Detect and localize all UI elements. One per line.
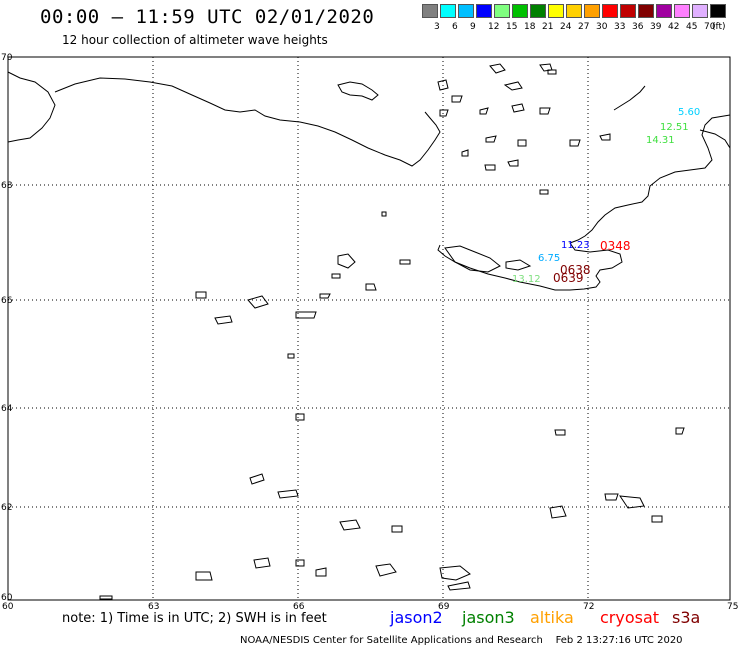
legend-tick-label: 27 — [578, 22, 590, 32]
legend-swatch — [512, 4, 528, 18]
wave-label: 0639 — [553, 271, 584, 285]
legend-tick-label: 12 — [488, 22, 500, 32]
wave-label: 5.60 — [678, 107, 700, 118]
legend-tick-label: 36 — [632, 22, 644, 32]
wave-labels: 5.60 12.51 14.31 11.23 0348 6.75 0638 13… — [512, 107, 700, 285]
color-legend: 3 6 9 12 15 18 21 24 27 30 33 36 39 42 45 70 (ft) — [422, 4, 730, 38]
legend-tick-label: 45 — [686, 22, 698, 32]
legend-swatch — [440, 4, 456, 18]
lon-label-63: 63 — [148, 602, 159, 612]
legend-swatch — [584, 4, 600, 18]
legend-tick-label: 9 — [470, 22, 476, 32]
legend-tick-label: 21 — [542, 22, 554, 32]
wave-label: 0638 — [560, 263, 591, 277]
legend-swatch — [656, 4, 672, 18]
footer: NOAA/NESDIS Center for Satellite Applica… — [240, 635, 683, 646]
legend-swatch — [710, 4, 726, 18]
legend-tick-label: 39 — [650, 22, 662, 32]
satellite-s3a: s3a — [672, 608, 701, 627]
legend-swatch — [692, 4, 708, 18]
legend-swatch — [548, 4, 564, 18]
wave-label: 12.51 — [660, 122, 689, 133]
coastlines — [7, 63, 731, 600]
coastline-east — [437, 85, 731, 291]
wave-label: 6.75 — [538, 253, 560, 264]
coastline-north — [7, 71, 441, 167]
map-frame — [7, 56, 731, 601]
page-subtitle: 12 hour collection of altimeter wave hei… — [62, 33, 328, 47]
page-title: 00:00 – 11:59 UTC 02/01/2020 — [40, 6, 375, 28]
lon-label-60: 60 — [2, 602, 14, 612]
legend-swatch — [476, 4, 492, 18]
satellite-jason3: jason3 — [462, 608, 515, 627]
footer-timestamp: Feb 2 13:27:16 UTC 2020 — [555, 635, 683, 646]
legend-swatch — [494, 4, 510, 18]
legend-unit: (ft) — [712, 22, 726, 32]
lat-label-68: 68 — [1, 181, 13, 191]
legend-swatch — [620, 4, 636, 18]
legend-swatch — [566, 4, 582, 18]
lon-label-72: 72 — [583, 602, 594, 612]
legend-tick-label: 6 — [452, 22, 458, 32]
satellite-jason2: jason2 — [390, 608, 443, 627]
legend-tick-label: 15 — [506, 22, 518, 32]
legend-tick-label: 42 — [668, 22, 680, 32]
satellite-cryosat: cryosat — [600, 608, 660, 627]
lat-label-70: 70 — [1, 53, 13, 63]
graticule — [8, 57, 730, 600]
wave-label: 13.12 — [512, 274, 541, 285]
note-text: note: 1) Time is in UTC; 2) SWH is in fe… — [62, 611, 327, 626]
legend-tick-label: 24 — [560, 22, 572, 32]
lat-label-62: 62 — [1, 503, 12, 513]
legend-swatch — [422, 4, 438, 18]
wave-label: 0348 — [600, 239, 631, 253]
legend-swatch — [638, 4, 654, 18]
legend-tick-label: 30 — [596, 22, 608, 32]
lat-label-66: 66 — [1, 296, 13, 306]
legend-swatch — [458, 4, 474, 18]
coastline-peninsula — [337, 81, 379, 101]
legend-tick-label: 18 — [524, 22, 536, 32]
wave-label: 14.31 — [646, 135, 675, 146]
coastline-bay — [699, 129, 731, 149]
lat-label-64: 64 — [1, 404, 13, 414]
satellite-altika: altika — [530, 608, 574, 627]
legend-tick-label: 3 — [434, 22, 440, 32]
wave-label: 11.23 — [561, 240, 590, 251]
legend-swatch — [530, 4, 546, 18]
southern-island-group — [444, 245, 501, 273]
legend-swatch — [674, 4, 690, 18]
legend-swatch — [602, 4, 618, 18]
legend-tick-label: 33 — [614, 22, 626, 32]
lon-label-69: 69 — [438, 602, 450, 612]
legend-tick-label: 70 — [704, 22, 716, 32]
footer-agency: NOAA/NESDIS Center for Satellite Applica… — [240, 635, 543, 646]
lat-label-60: 60 — [1, 593, 13, 603]
lon-label-75: 75 — [727, 602, 738, 612]
lon-label-66: 66 — [293, 602, 305, 612]
